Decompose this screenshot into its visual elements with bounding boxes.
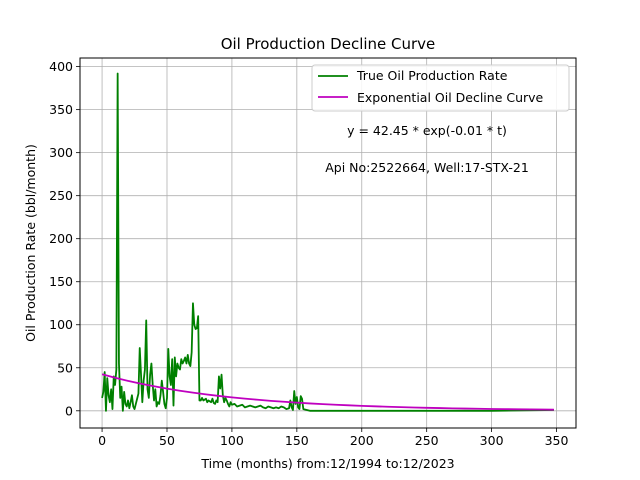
legend-box bbox=[311, 64, 570, 112]
y-tick-label: 100 bbox=[49, 317, 73, 332]
y-tick-label: 400 bbox=[49, 59, 73, 74]
x-axis-label: Time (months) from:12/1994 to:12/2023 bbox=[200, 456, 454, 471]
legend: True Oil Production Rate Exponential Oil… bbox=[311, 64, 570, 112]
y-tick-label: 300 bbox=[49, 145, 73, 160]
x-tick-label: 300 bbox=[480, 433, 504, 448]
x-tick-label: 250 bbox=[415, 433, 439, 448]
legend-label-exponential: Exponential Oil Decline Curve bbox=[357, 90, 544, 105]
y-tick-label: 150 bbox=[49, 274, 73, 289]
x-tick-label: 0 bbox=[98, 433, 106, 448]
equation-annotation: y = 42.45 * exp(-0.01 * t) bbox=[347, 123, 507, 138]
y-tick-label: 0 bbox=[65, 403, 73, 418]
true-production-line bbox=[101, 72, 554, 412]
legend-label-true-rate: True Oil Production Rate bbox=[356, 68, 508, 83]
exponential-decline-line bbox=[101, 373, 554, 411]
well-annotation: Api No:2522664, Well:17-STX-21 bbox=[325, 160, 529, 175]
plot-frame bbox=[79, 57, 577, 429]
x-tick-label: 100 bbox=[220, 433, 244, 448]
x-tick-label: 200 bbox=[350, 433, 374, 448]
y-tick-label: 250 bbox=[49, 188, 73, 203]
series-lines bbox=[101, 72, 554, 412]
chart-title: Oil Production Decline Curve bbox=[221, 35, 436, 53]
y-tick-label: 200 bbox=[49, 231, 73, 246]
x-tick-label: 150 bbox=[285, 433, 309, 448]
x-tick-label: 50 bbox=[159, 433, 175, 448]
y-tick-label: 50 bbox=[57, 360, 73, 375]
y-axis-label: Oil Production Rate (bbl/month) bbox=[23, 144, 38, 342]
grid bbox=[80, 58, 576, 428]
x-tick-label: 350 bbox=[545, 433, 569, 448]
y-tick-label: 350 bbox=[49, 102, 73, 117]
plot-background bbox=[80, 58, 576, 428]
axis-ticks: 0 50 100 150 200 250 300 350 0 50 100 150 200 250 300 3… bbox=[49, 59, 568, 448]
